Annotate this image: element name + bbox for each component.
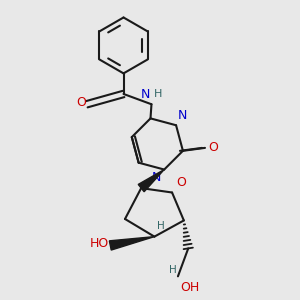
Polygon shape — [138, 169, 164, 192]
Text: H: H — [169, 265, 176, 275]
Text: O: O — [176, 176, 186, 189]
Text: O: O — [208, 141, 218, 154]
Text: N: N — [178, 109, 187, 122]
Text: H: H — [154, 89, 162, 99]
Text: OH: OH — [180, 281, 200, 294]
Polygon shape — [110, 237, 154, 250]
Text: N: N — [141, 88, 150, 101]
Text: H: H — [157, 221, 164, 231]
Text: O: O — [76, 96, 86, 109]
Text: HO: HO — [90, 238, 109, 250]
Text: N: N — [151, 171, 161, 184]
